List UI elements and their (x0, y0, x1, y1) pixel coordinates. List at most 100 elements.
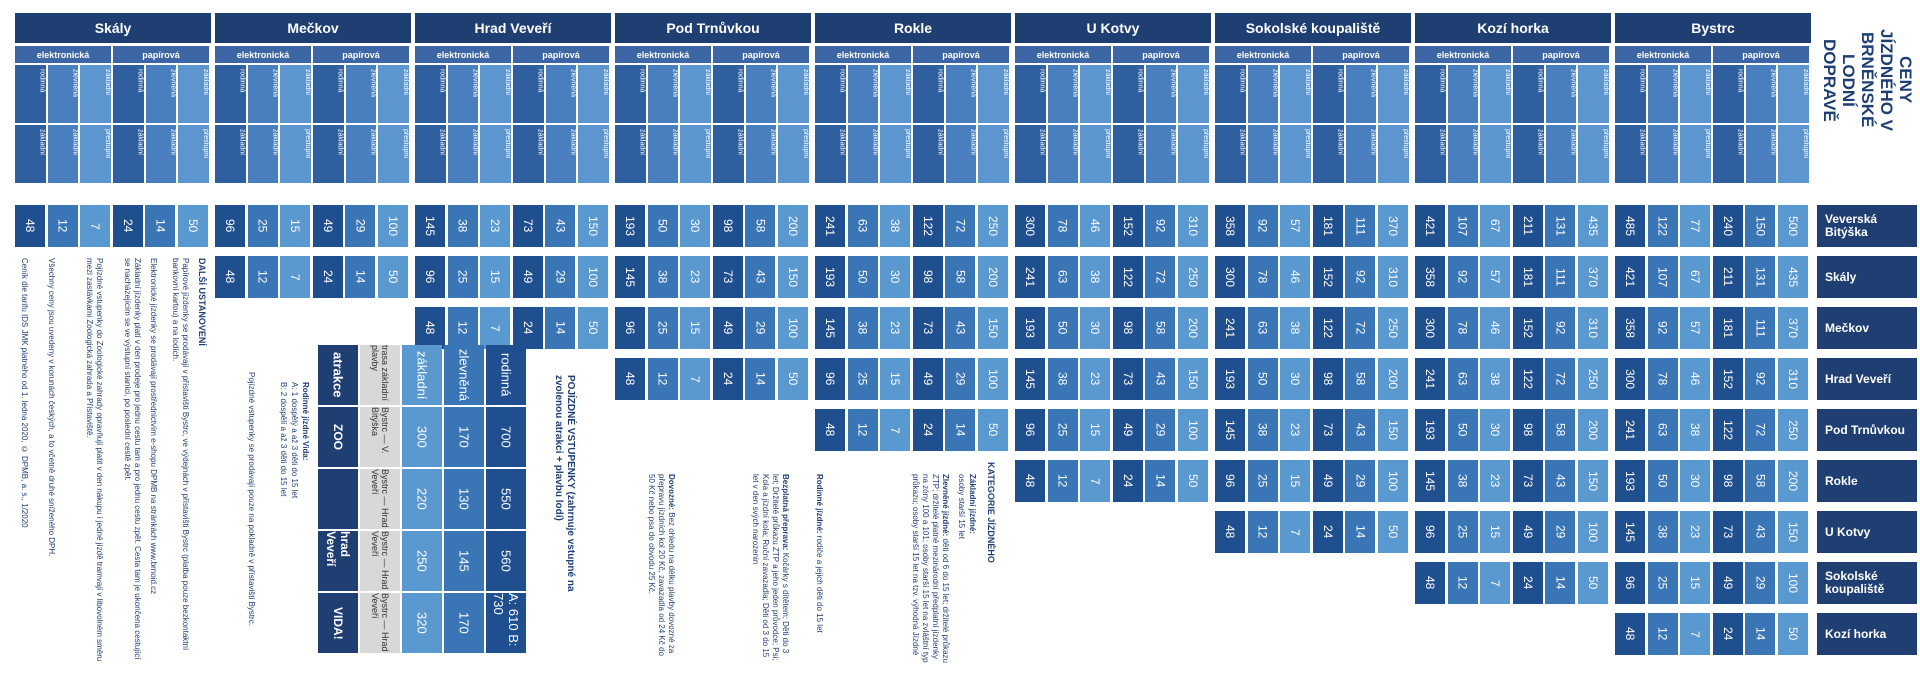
subcategory-label: základní (247, 125, 279, 183)
fare-cell: 38 (1480, 358, 1511, 400)
fare-cell: 50 (847, 256, 878, 298)
ticket-type: papírová (1713, 46, 1809, 63)
fare-cell: 63 (1247, 307, 1278, 349)
fare-cell: 150 (1177, 358, 1208, 400)
fare-cell: 300 (1615, 358, 1645, 400)
category-label: zlevněná (1047, 65, 1079, 123)
fare-cell: 73 (512, 205, 543, 247)
fare-cell: 38 (880, 205, 911, 247)
fare-cell: 145 (1015, 358, 1045, 400)
fare-cell: 49 (712, 307, 743, 349)
attraction-head: atrakce (318, 345, 358, 405)
fare-cell: 29 (1545, 511, 1576, 553)
fare-cell: 49 (1712, 562, 1743, 604)
fare-cell: 72 (1145, 256, 1176, 298)
fare-cell: 98 (712, 205, 743, 247)
fare-cell: 23 (1280, 409, 1311, 451)
fare-cell: 485 (1615, 205, 1645, 247)
subcategory-label: přestupní (1578, 125, 1610, 183)
fare-cell: 96 (1015, 409, 1045, 451)
category-label: zlevněná (145, 65, 177, 123)
fare-cell: 30 (680, 205, 711, 247)
subcategory-label: základní (647, 125, 679, 183)
fare-cell: 98 (1712, 460, 1743, 502)
fare-cell: 421 (1615, 256, 1645, 298)
fare-cell: 421 (1415, 205, 1445, 247)
category-label: rodinná (1415, 65, 1446, 123)
fare-cell: 57 (1280, 205, 1311, 247)
fare-cell: 43 (1345, 409, 1376, 451)
fare-row: 241 63 38 122 72 250 (1615, 409, 1811, 451)
fare-cell: 14 (1545, 562, 1576, 604)
fare-cell: 200 (1577, 409, 1608, 451)
fare-row: 96 25 15 49 29 100 (215, 205, 411, 247)
category-label: základní (680, 65, 712, 123)
subcategory-label: základní (815, 125, 846, 183)
fare-cell: 12 (47, 205, 78, 247)
fare-cell: 30 (1480, 409, 1511, 451)
subcategory-label: základní (913, 125, 944, 183)
fare-cell: 92 (1345, 256, 1376, 298)
fare-row: 96 25 15 49 29 100 (1215, 460, 1411, 502)
fare-cell: 58 (945, 256, 976, 298)
subcategory-label: základní (945, 125, 977, 183)
subcategory-label: základní (615, 125, 646, 183)
fare-cell: 77 (1680, 205, 1711, 247)
fare-cell: 25 (1447, 511, 1478, 553)
fare-cell: 63 (847, 205, 878, 247)
category-label: rodinná (1713, 65, 1744, 123)
fare-cell: 96 (615, 307, 645, 349)
fare-cell: 150 (1377, 409, 1408, 451)
attraction-price: 560 (486, 531, 526, 591)
fare-row: 48 12 7 24 14 50 (815, 409, 1011, 451)
fare-cell: 58 (1545, 409, 1576, 451)
fare-cell: 193 (1215, 358, 1245, 400)
family-title: Rodinné jízdné Vida: (301, 382, 310, 461)
category-label: rodinná (1113, 65, 1144, 123)
fare-cell: 48 (1415, 562, 1445, 604)
fare-cell: 181 (1312, 205, 1343, 247)
ticket-type: elektronická (815, 46, 911, 63)
fare-cell: 23 (680, 256, 711, 298)
fare-row: 241 63 38 122 72 250 (1215, 307, 1411, 349)
attraction-name: VIDA! (318, 593, 358, 653)
subcategory-label: základní (1113, 125, 1144, 183)
fare-cell: 96 (1415, 511, 1445, 553)
page-title: CENY JÍZDNÉHO V BRNĚNSKÉ LODNÍ DOPRAVĚ (1820, 28, 1915, 132)
fare-cell: 50 (177, 205, 208, 247)
fare-cell: 250 (1377, 307, 1408, 349)
subcategory-label: přestupní (178, 125, 210, 183)
ticket-type: elektronická (1615, 46, 1711, 63)
carriage-body: Bez ohledu na délku plavby dovozné za př… (647, 474, 676, 656)
category-label: základní (1480, 65, 1512, 123)
fare-cell: 200 (1377, 358, 1408, 400)
fare-cell: 7 (480, 307, 511, 349)
fare-cell: 15 (880, 358, 911, 400)
fare-cell: 250 (977, 205, 1008, 247)
subcategory-label: základní (1313, 125, 1344, 183)
category-label: zlevněná (1745, 65, 1777, 123)
station-name: Sokolské koupaliště (1215, 13, 1411, 43)
fare-cell: 96 (1215, 460, 1245, 502)
fare-cell: 38 (447, 205, 478, 247)
fare-cell: 25 (847, 358, 878, 400)
category-label: rodinná (313, 65, 344, 123)
fare-cell: 98 (1312, 358, 1343, 400)
fare-cell: 7 (280, 256, 311, 298)
fare-cell: 7 (1680, 613, 1711, 655)
fare-cell: 145 (815, 307, 845, 349)
category-label: základní (978, 65, 1010, 123)
category-label: základní (578, 65, 610, 123)
subcategory-label: základní (1447, 125, 1479, 183)
fare-cell: 145 (1615, 511, 1645, 553)
subcategory-label: základní (745, 125, 777, 183)
fare-cell: 193 (1615, 460, 1645, 502)
fare-row: 300 78 46 152 92 310 (1415, 307, 1611, 349)
fare-cell: 300 (1015, 205, 1045, 247)
fare-row: 485 122 77 240 150 500 (1615, 205, 1811, 247)
fare-row: 145 38 23 73 43 150 (1215, 409, 1411, 451)
fare-cell: 48 (1015, 460, 1045, 502)
route-head: trasa základní plavby (360, 345, 400, 405)
fare-cell: 92 (1247, 205, 1278, 247)
fare-cell: 49 (1512, 511, 1543, 553)
